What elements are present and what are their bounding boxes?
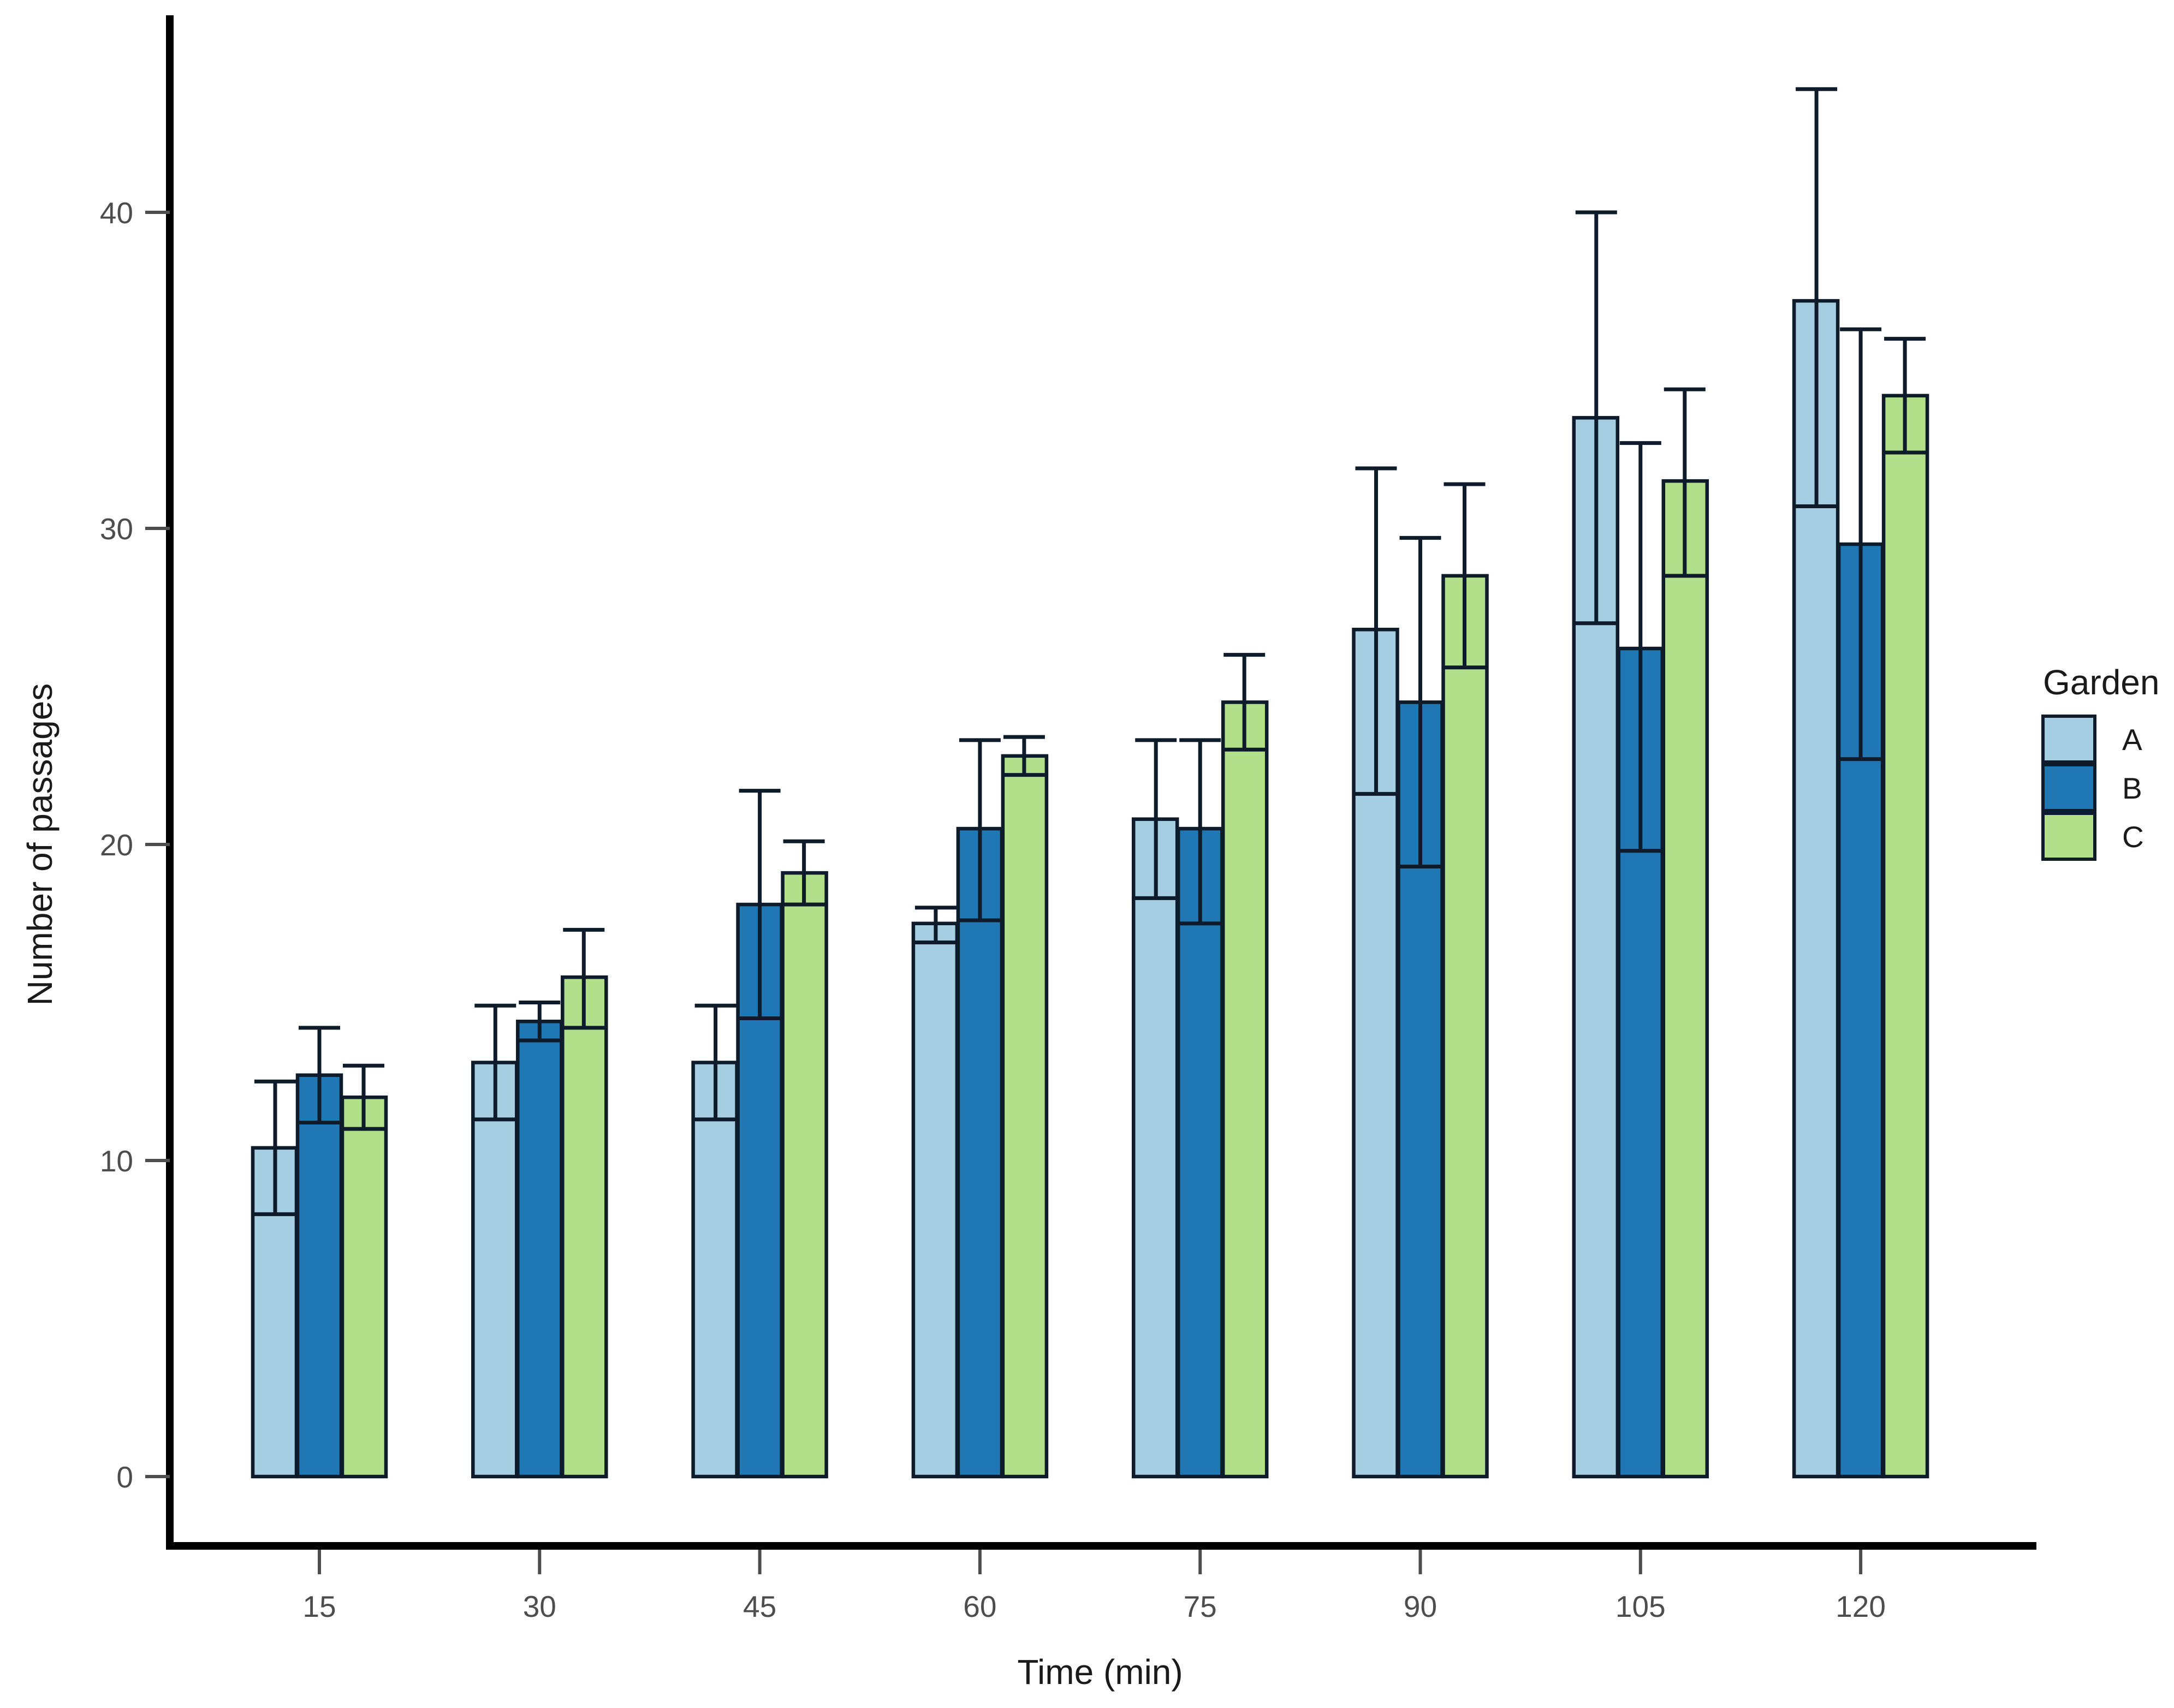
- legend-label-B: B: [2122, 771, 2142, 805]
- error-bar-B-60: [959, 738, 1001, 923]
- y-tick-label: 40: [100, 196, 133, 230]
- legend-label-C: C: [2122, 820, 2144, 854]
- bar-C-105: [1661, 479, 1709, 1479]
- y-axis-title: Number of passages: [20, 683, 60, 1006]
- y-tick-label: 10: [100, 1144, 133, 1178]
- bar-C-90: [1441, 574, 1489, 1479]
- error-bar-B-15: [299, 1026, 340, 1125]
- error-bars-layer: [254, 87, 1926, 1216]
- error-bar-B-30: [519, 1001, 561, 1043]
- error-bar-B-90: [1399, 535, 1441, 869]
- error-bar-C-30: [563, 927, 605, 1030]
- y-tick-label: 0: [116, 1460, 133, 1494]
- bars-layer: [251, 299, 1929, 1479]
- y-tick-label: 20: [100, 828, 133, 862]
- error-bar-C-15: [343, 1063, 384, 1131]
- x-tick-label: 30: [523, 1590, 556, 1623]
- error-bar-A-60: [914, 906, 957, 944]
- bar-A-30: [471, 1061, 519, 1479]
- bar-A-75: [1131, 817, 1179, 1479]
- x-tick-label: 105: [1615, 1590, 1666, 1623]
- bar-C-75: [1221, 700, 1269, 1479]
- error-bar-B-75: [1179, 738, 1221, 926]
- error-bar-A-75: [1135, 738, 1177, 900]
- legend-swatch-C: [2041, 812, 2096, 861]
- error-bar-C-75: [1223, 653, 1266, 752]
- bar-C-45: [781, 871, 828, 1479]
- bar-B-60: [956, 826, 1004, 1479]
- error-bar-B-105: [1619, 441, 1661, 853]
- x-tick-label: 15: [302, 1590, 336, 1623]
- legend-title: Garden: [2043, 663, 2159, 702]
- legend-swatches: ABC: [2041, 715, 2144, 861]
- y-tick-label: 30: [100, 512, 133, 546]
- error-bar-A-30: [474, 1003, 516, 1122]
- x-axis-title: Time (min): [1017, 1652, 1183, 1692]
- bar-B-15: [295, 1073, 343, 1479]
- error-bar-A-120: [1796, 87, 1838, 508]
- bar-C-30: [561, 975, 608, 1479]
- axes-layer: [166, 15, 2036, 1550]
- error-bar-A-45: [694, 1003, 736, 1122]
- bar-B-30: [516, 1019, 563, 1479]
- x-tick-label: 60: [963, 1590, 996, 1623]
- error-bar-C-90: [1444, 482, 1486, 670]
- bar-A-45: [691, 1061, 739, 1479]
- error-bar-A-105: [1575, 210, 1617, 626]
- x-tick-label: 45: [743, 1590, 776, 1623]
- ticks-layer: 0 10 20 30 40 15 30 45 60 75 90 105 120: [100, 196, 1886, 1623]
- error-bar-A-15: [254, 1079, 296, 1216]
- bar-C-60: [1001, 754, 1049, 1479]
- x-tick-label: 120: [1836, 1590, 1886, 1623]
- x-tick-label: 75: [1184, 1590, 1217, 1623]
- error-bar-C-60: [1003, 735, 1045, 777]
- legend-label-A: A: [2122, 723, 2142, 757]
- error-bar-B-45: [739, 789, 781, 1020]
- legend-swatch-B: [2041, 763, 2096, 812]
- error-bar-B-120: [1840, 327, 1882, 761]
- legend-swatch-A: [2041, 715, 2096, 764]
- bar-C-15: [340, 1095, 388, 1479]
- x-tick-label: 90: [1404, 1590, 1437, 1623]
- error-bar-C-45: [783, 839, 825, 907]
- error-bar-C-105: [1664, 387, 1706, 578]
- error-bar-A-90: [1355, 466, 1397, 796]
- error-bar-C-120: [1884, 337, 1926, 455]
- bar-A-60: [911, 921, 959, 1479]
- bar-B-75: [1176, 826, 1224, 1479]
- bar-C-120: [1881, 394, 1929, 1479]
